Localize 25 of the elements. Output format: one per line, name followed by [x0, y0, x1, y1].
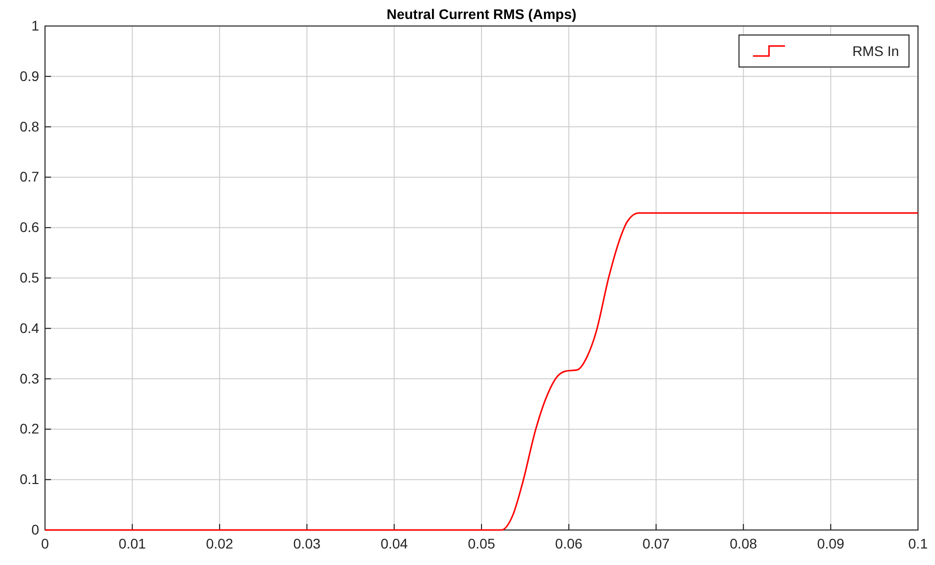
y-tick-label: 0.3: [20, 370, 40, 386]
y-tick-label: 0.1: [20, 471, 40, 488]
y-tick-label: 0.7: [20, 168, 40, 185]
x-tick-label: 0.1: [908, 535, 928, 552]
x-tick-label: 0: [41, 535, 50, 552]
line-series: [44, 212, 919, 531]
y-tick-label: 0.2: [20, 420, 40, 437]
x-tick-label: 0.09: [817, 535, 845, 552]
y-tick-label: 0.9: [20, 68, 40, 84]
x-tick-label: 0.07: [642, 535, 670, 552]
y-tick-label: 0.5: [20, 269, 40, 286]
y-tick-label: 0: [31, 521, 40, 538]
y-tick-label: 0.8: [20, 118, 40, 134]
chart-title: Neutral Current RMS (Amps): [386, 6, 576, 22]
x-tick-label: 0.02: [206, 535, 234, 552]
x-tick-label: 0.06: [555, 535, 583, 552]
x-tick-label: 0.05: [468, 535, 496, 552]
y-tick-label: 1: [31, 17, 40, 34]
y-tick-label: 0.4: [20, 320, 40, 336]
x-tick-label: 0.04: [380, 535, 408, 552]
x-tick-label: 0.03: [293, 535, 321, 552]
x-tick-label: 0.08: [730, 535, 758, 552]
y-tick-label: 0.6: [20, 219, 40, 236]
x-tick-label: 0.01: [118, 535, 146, 552]
legend: RMS In: [738, 34, 910, 68]
